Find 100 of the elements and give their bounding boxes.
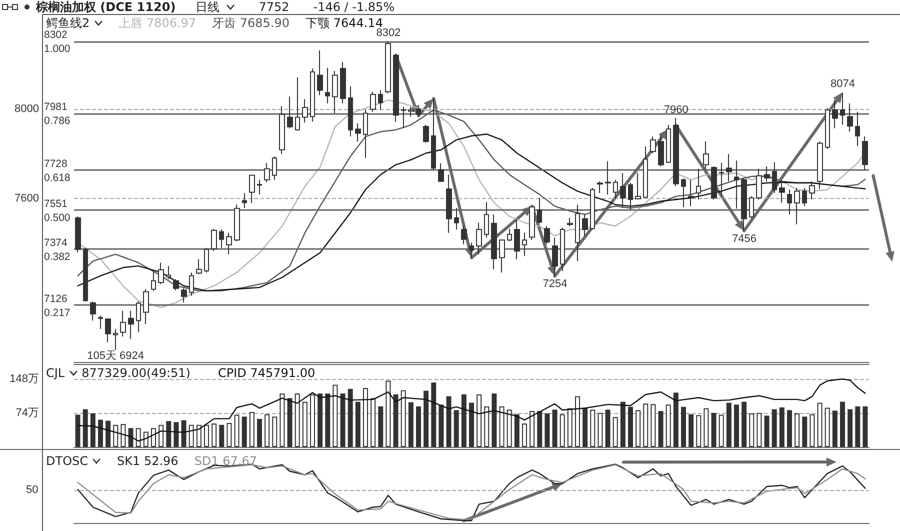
bar bbox=[840, 402, 845, 447]
bar bbox=[348, 388, 353, 447]
bar bbox=[234, 414, 240, 447]
bar bbox=[446, 396, 452, 447]
bar bbox=[212, 423, 217, 447]
bar bbox=[658, 411, 664, 447]
bar bbox=[249, 412, 254, 447]
bar bbox=[552, 410, 558, 447]
candlestick bbox=[363, 109, 368, 159]
bar bbox=[492, 394, 497, 447]
bar bbox=[832, 410, 838, 447]
candlestick bbox=[83, 247, 88, 302]
bar bbox=[113, 424, 118, 447]
candlestick bbox=[211, 228, 217, 252]
candlestick bbox=[249, 174, 255, 204]
candlestick bbox=[151, 271, 156, 292]
bar bbox=[416, 406, 421, 447]
bar bbox=[802, 416, 808, 447]
candlestick bbox=[537, 197, 542, 224]
bar bbox=[476, 394, 482, 447]
bar bbox=[824, 408, 830, 447]
candlestick bbox=[143, 288, 149, 324]
legend-title: 鳄鱼线2 bbox=[46, 16, 90, 30]
bar bbox=[575, 396, 580, 447]
candlestick bbox=[476, 222, 482, 255]
bar bbox=[174, 422, 179, 447]
candlestick bbox=[529, 206, 535, 240]
bar bbox=[302, 402, 308, 447]
bar bbox=[772, 409, 777, 447]
bar bbox=[454, 410, 459, 447]
candlestick bbox=[703, 140, 709, 170]
bar bbox=[605, 410, 610, 447]
candlestick bbox=[643, 146, 648, 198]
candlestick bbox=[658, 134, 664, 167]
bar bbox=[704, 408, 709, 447]
candlestick bbox=[98, 315, 103, 330]
candlestick bbox=[461, 226, 467, 245]
bar bbox=[98, 420, 103, 447]
candlestick bbox=[105, 318, 111, 343]
candlestick bbox=[794, 188, 800, 225]
bar bbox=[484, 406, 490, 447]
candlestick bbox=[628, 182, 633, 210]
candlestick bbox=[75, 216, 81, 253]
candlestick bbox=[393, 53, 399, 122]
candlestick bbox=[787, 189, 792, 215]
text: 牙齿 7685.90 bbox=[212, 16, 290, 30]
bar bbox=[310, 394, 315, 447]
candlestick bbox=[454, 207, 459, 230]
bar bbox=[386, 380, 391, 447]
annotation: 8302 bbox=[376, 27, 401, 40]
candlestick bbox=[136, 301, 141, 333]
candlestick bbox=[575, 204, 580, 262]
bar bbox=[378, 406, 384, 447]
candlestick bbox=[469, 242, 474, 258]
bar bbox=[332, 384, 338, 447]
text: 0.382 bbox=[44, 251, 70, 264]
bar bbox=[82, 409, 88, 447]
candlestick bbox=[401, 106, 406, 129]
candlestick bbox=[295, 76, 300, 132]
bar bbox=[272, 416, 278, 447]
bar bbox=[666, 404, 671, 447]
text: 下颚 7644.14 bbox=[306, 16, 383, 30]
bar bbox=[598, 412, 603, 447]
bar bbox=[855, 406, 860, 447]
candlestick bbox=[204, 247, 209, 273]
candlestick bbox=[310, 68, 315, 122]
bar bbox=[514, 414, 520, 447]
candlestick bbox=[378, 90, 383, 110]
bar bbox=[431, 382, 436, 447]
bar bbox=[264, 414, 270, 447]
candlestick bbox=[279, 106, 285, 155]
chart-subtitle: 日线 bbox=[196, 0, 220, 14]
annotation: 8074 bbox=[830, 78, 855, 90]
bar bbox=[325, 394, 330, 447]
bar bbox=[756, 412, 762, 447]
candlestick bbox=[749, 196, 754, 220]
bar bbox=[196, 424, 202, 447]
bar bbox=[120, 424, 126, 447]
candlestick bbox=[544, 226, 550, 245]
ref-line-label: 7551 bbox=[44, 198, 68, 210]
candlestick bbox=[522, 232, 527, 257]
bar bbox=[590, 410, 596, 447]
bar bbox=[530, 411, 535, 447]
candlestick bbox=[726, 154, 732, 182]
candlestick bbox=[650, 136, 656, 154]
bar bbox=[438, 404, 444, 447]
text: 50 bbox=[26, 484, 38, 496]
bar bbox=[136, 428, 141, 447]
candlestick bbox=[120, 310, 126, 337]
bar bbox=[106, 420, 111, 447]
annotation: 7960 bbox=[664, 104, 688, 116]
ref-line-label: 7728 bbox=[44, 158, 68, 170]
candlestick bbox=[332, 70, 338, 114]
candlestick bbox=[582, 214, 588, 236]
bar bbox=[620, 402, 626, 447]
candlestick bbox=[802, 188, 807, 207]
candlestick bbox=[847, 102, 853, 132]
candlestick bbox=[605, 160, 611, 196]
bar bbox=[128, 428, 134, 447]
bar bbox=[226, 423, 232, 447]
